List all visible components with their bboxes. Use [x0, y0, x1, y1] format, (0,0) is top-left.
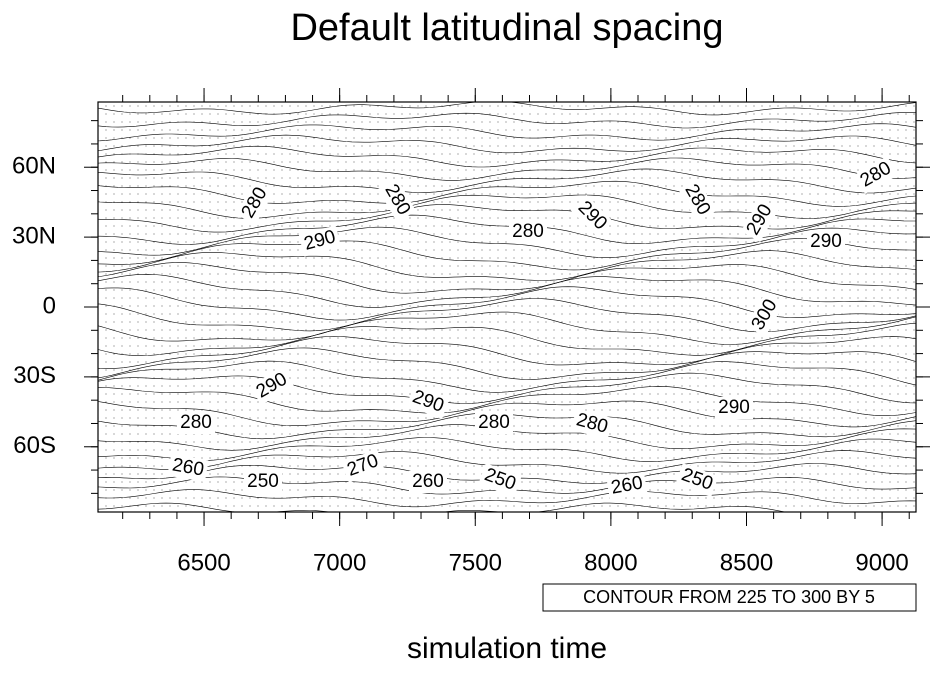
contour-line — [98, 157, 916, 181]
axes: 6500 7000 7500 8000 8500 9000 60N 30N 0 30S 60S — [12, 88, 930, 576]
contour-label-bg — [341, 449, 385, 483]
contour-line — [98, 347, 916, 380]
contour-line — [98, 134, 916, 154]
contour-line — [98, 298, 916, 333]
contour-line — [98, 238, 916, 271]
contour-label-group: 260 — [409, 471, 447, 493]
x-axis-label: simulation time — [407, 632, 607, 665]
contour-line — [98, 194, 916, 219]
contour-label: 290 — [718, 397, 750, 418]
y-tick-label: 0 — [43, 292, 56, 319]
x-tick-label: 9000 — [855, 549, 908, 576]
contour-line — [98, 489, 916, 508]
x-tick-label: 8500 — [720, 549, 773, 576]
y-tick-label: 60S — [13, 432, 56, 459]
contour-line — [98, 145, 916, 168]
contour-label-bg — [677, 178, 717, 222]
stipple — [98, 102, 916, 512]
contour-label-bg — [478, 463, 522, 497]
contour-label-group: 280 — [509, 221, 547, 243]
contour-label-bg — [235, 181, 275, 225]
contour-label: 280 — [478, 412, 510, 433]
contour-label-group: 280 — [475, 412, 513, 434]
info-box — [542, 583, 917, 612]
contour-label-bg — [298, 225, 342, 257]
contour-label-bg — [177, 412, 215, 434]
contour-label: 280 — [512, 221, 544, 242]
contour-line — [98, 102, 916, 116]
plot-area — [98, 102, 916, 512]
info-label: CONTOUR FROM 225 TO 300 BY 5 — [583, 587, 875, 607]
contour-line — [98, 311, 916, 345]
contour-label-bg — [409, 471, 447, 493]
contour-line — [98, 180, 916, 207]
contour-label: 280 — [180, 412, 212, 433]
contour-line — [98, 262, 916, 294]
contour-line — [98, 450, 916, 474]
contour-label-group: 260 — [167, 453, 209, 483]
contour-line — [98, 273, 916, 308]
contour-line — [98, 214, 916, 245]
contour-label-group: 260 — [606, 471, 648, 501]
contour-line — [98, 336, 916, 369]
x-tick-label: 8000 — [584, 549, 637, 576]
contour-line — [98, 400, 916, 428]
contour-line — [98, 360, 916, 393]
contour-line — [98, 250, 916, 281]
contour-line — [98, 168, 916, 194]
contour-label-bg — [570, 194, 614, 238]
contour-label-bg — [606, 471, 648, 501]
contour-label-bg — [854, 155, 898, 195]
chart-title: Default latitudinal spacing — [290, 7, 723, 49]
contour-line — [98, 385, 916, 416]
contour-label-bg — [406, 385, 450, 419]
contour-label-group: 250 — [244, 471, 282, 493]
contour-line — [98, 322, 916, 356]
contour-label-bg — [475, 412, 513, 434]
x-tick-label: 6500 — [177, 549, 230, 576]
contour-line — [98, 123, 916, 142]
contour-label: 250 — [247, 471, 279, 492]
contour-line — [98, 226, 916, 258]
contour-label-bg — [807, 231, 845, 253]
x-tick-label: 7000 — [313, 549, 366, 576]
y-tick-label: 30N — [12, 222, 56, 249]
contour-label-bg — [244, 471, 282, 493]
contour-label: 290 — [810, 231, 842, 252]
contour-line — [98, 437, 916, 462]
contour-line — [98, 204, 916, 233]
contour-label: 260 — [412, 471, 444, 492]
contour-label-group: 290 — [807, 231, 845, 253]
contour-label-bg — [167, 453, 209, 483]
contour-label-bg — [570, 408, 614, 440]
contour-label-bg — [745, 293, 785, 337]
contour-label-bg — [740, 198, 780, 242]
contour-line — [98, 286, 916, 321]
contour-label-bg — [509, 221, 547, 243]
contour-label-group: 290 — [715, 397, 753, 419]
contour-label-bg — [715, 397, 753, 419]
y-tick-label: 60N — [12, 153, 56, 180]
contour-label-group: 280 — [177, 412, 215, 434]
contour-label-bg — [675, 463, 719, 497]
contour-label-bg — [250, 366, 294, 406]
contour-line — [98, 372, 916, 404]
contour-label-bg — [377, 178, 417, 222]
x-tick-label: 7500 — [449, 549, 502, 576]
contour-line — [98, 112, 916, 129]
y-tick-label: 30S — [13, 362, 56, 389]
